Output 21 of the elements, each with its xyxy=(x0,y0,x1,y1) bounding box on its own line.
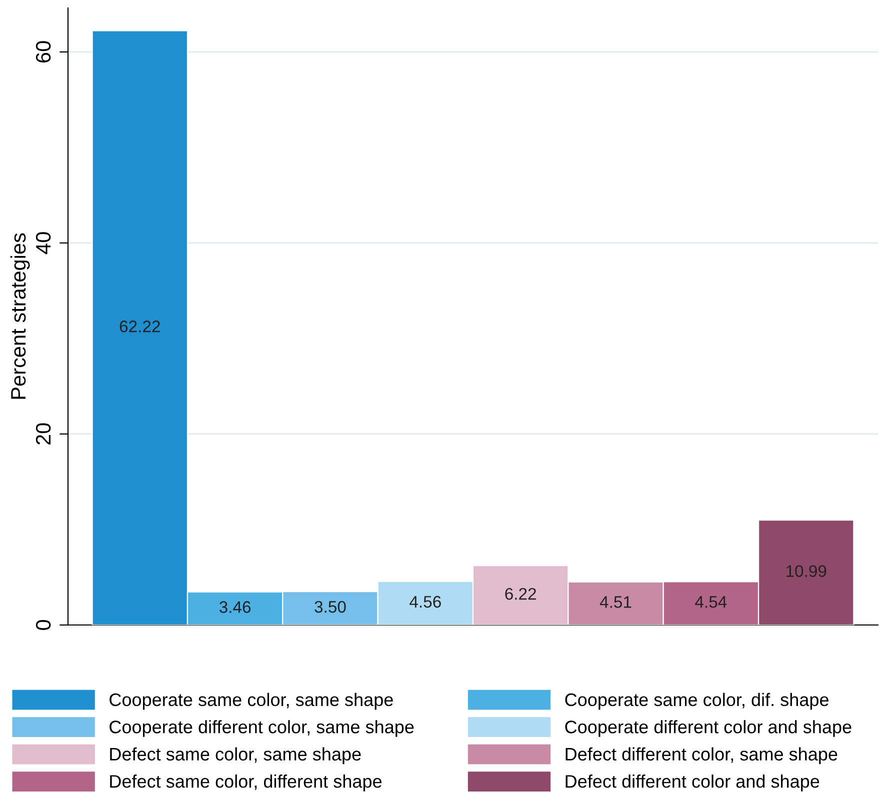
data-label: 3.46 xyxy=(219,601,251,613)
legend-label: Defect same color, same shape xyxy=(110,747,361,764)
data-label: 6.22 xyxy=(505,588,536,600)
legend-label: Cooperate different color and shape xyxy=(565,720,852,737)
legend-label: Cooperate same color, same shape xyxy=(110,692,393,710)
data-label: 4.56 xyxy=(410,596,441,608)
legend-label: Defect same color, different shape xyxy=(110,774,382,792)
y-tick-label: 0 xyxy=(36,620,51,630)
data-label: 3.50 xyxy=(314,600,346,613)
y-tick-label: 60 xyxy=(36,41,51,62)
legend-label: Cooperate different color, same shape xyxy=(110,720,414,737)
y-tick-label: 20 xyxy=(36,423,51,445)
data-label: 4.51 xyxy=(600,596,632,608)
legend-label: Cooperate same color, dif. shape xyxy=(565,692,828,710)
legend-label: Defect different color, same shape xyxy=(566,747,838,764)
y-tick-label: 40 xyxy=(36,232,51,254)
data-label: 10.99 xyxy=(786,565,826,577)
data-label: 4.54 xyxy=(695,596,727,608)
data-label: 62.22 xyxy=(120,320,160,332)
y-axis-title: Percent strategies xyxy=(10,233,30,399)
legend-label: Defect different color and shape xyxy=(566,774,820,792)
